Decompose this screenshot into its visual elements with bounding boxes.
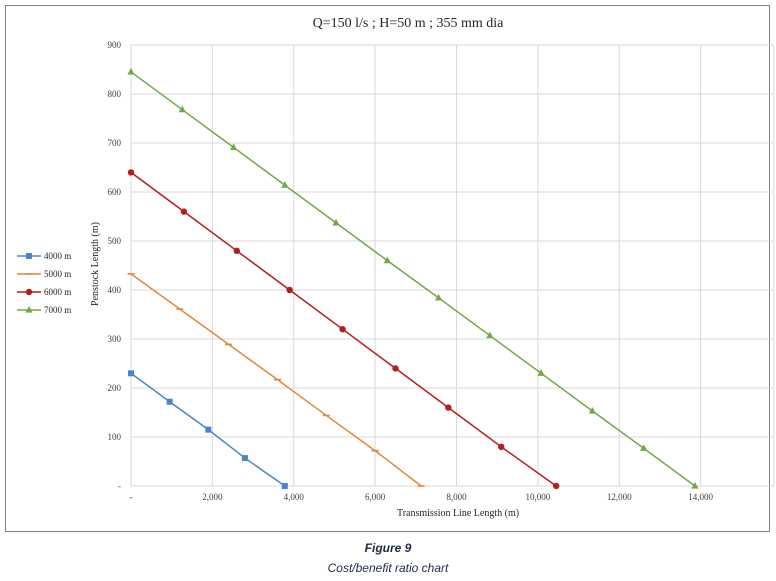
x-axis-label: Transmission Line Length (m): [397, 508, 519, 519]
data-point: [434, 293, 443, 301]
data-point: [383, 256, 391, 264]
line-chart: Q=150 l/s ; H=50 m ; 355 mm dia - 100 200 3…: [17, 16, 775, 519]
data-point: [180, 208, 188, 215]
legend-entry: 6000 m: [17, 287, 71, 297]
chart-title: Q=150 l/s ; H=50 m ; 355 mm dia: [313, 16, 505, 31]
y-tick-label: 200: [108, 383, 122, 393]
x-tick-label: 12,000: [607, 492, 632, 502]
x-tick-label: 6,000: [365, 492, 386, 502]
data-point: [127, 169, 135, 176]
data-point: [445, 404, 452, 411]
legend-entry: 4000 m: [17, 251, 71, 261]
x-tick-label: -: [130, 492, 133, 502]
legend-entry: 5000 m: [17, 269, 71, 279]
legend-marker: [25, 306, 33, 313]
data-point: [392, 365, 399, 372]
series-7000-m: [127, 67, 699, 489]
y-tick-label: 700: [108, 138, 122, 148]
legend-entry: 7000 m: [17, 305, 71, 315]
y-tick-label: 300: [108, 334, 122, 344]
data-point: [127, 67, 135, 75]
x-tick-label: 10,000: [526, 492, 551, 502]
y-tick-label: 400: [108, 285, 122, 295]
data-point: [286, 286, 293, 294]
y-tick-label: 800: [108, 89, 122, 99]
data-point: [281, 483, 288, 489]
y-tick-label: 600: [108, 187, 122, 197]
data-point: [233, 247, 240, 254]
data-point: [178, 105, 186, 113]
data-point: [537, 369, 545, 376]
data-point: [552, 482, 560, 490]
series-6000-m: [127, 169, 560, 490]
y-tick-label: -: [118, 481, 121, 491]
data-point: [498, 443, 505, 450]
series-line: [130, 71, 696, 487]
data-point: [205, 426, 212, 433]
data-point: [128, 370, 134, 377]
data-point: [166, 398, 173, 405]
x-tick-label: 4,000: [284, 492, 305, 502]
y-tick-label: 500: [108, 236, 122, 246]
legend-marker: [25, 288, 33, 296]
legend: 4000 m 5000 m 6000 m 7000 m: [17, 251, 71, 315]
data-point: [339, 326, 346, 333]
legend-label: 4000 m: [44, 251, 71, 261]
figure-caption: Cost/benefit ratio chart: [327, 561, 449, 575]
series-4000-m: [128, 370, 288, 489]
data-point: [229, 143, 238, 151]
data-point: [691, 482, 699, 489]
data-point: [241, 455, 248, 462]
series-group: [127, 67, 699, 490]
legend-marker: [26, 253, 32, 259]
axes: - 100 200 300 400 500 600 700 800 900 - 2,000 4,000 6…: [108, 40, 714, 502]
y-tick-label: 100: [108, 432, 122, 442]
data-point: [640, 444, 648, 451]
y-tick-label: 900: [108, 40, 122, 50]
data-point: [588, 407, 596, 414]
chart-frame: [5, 5, 770, 532]
series-5000-m: [127, 273, 425, 487]
data-point: [332, 218, 340, 226]
data-point: [281, 181, 289, 188]
x-tick-label: 14,000: [688, 492, 713, 502]
gridlines: [130, 44, 775, 487]
legend-label: 6000 m: [44, 287, 71, 297]
legend-label: 5000 m: [44, 269, 71, 279]
legend-label: 7000 m: [44, 305, 71, 315]
x-tick-label: 2,000: [202, 492, 223, 502]
x-tick-label: 8,000: [446, 492, 467, 502]
data-point: [486, 331, 494, 339]
figure-number: Figure 9: [364, 541, 412, 555]
y-axis-label: Penstock Length (m): [90, 222, 101, 306]
